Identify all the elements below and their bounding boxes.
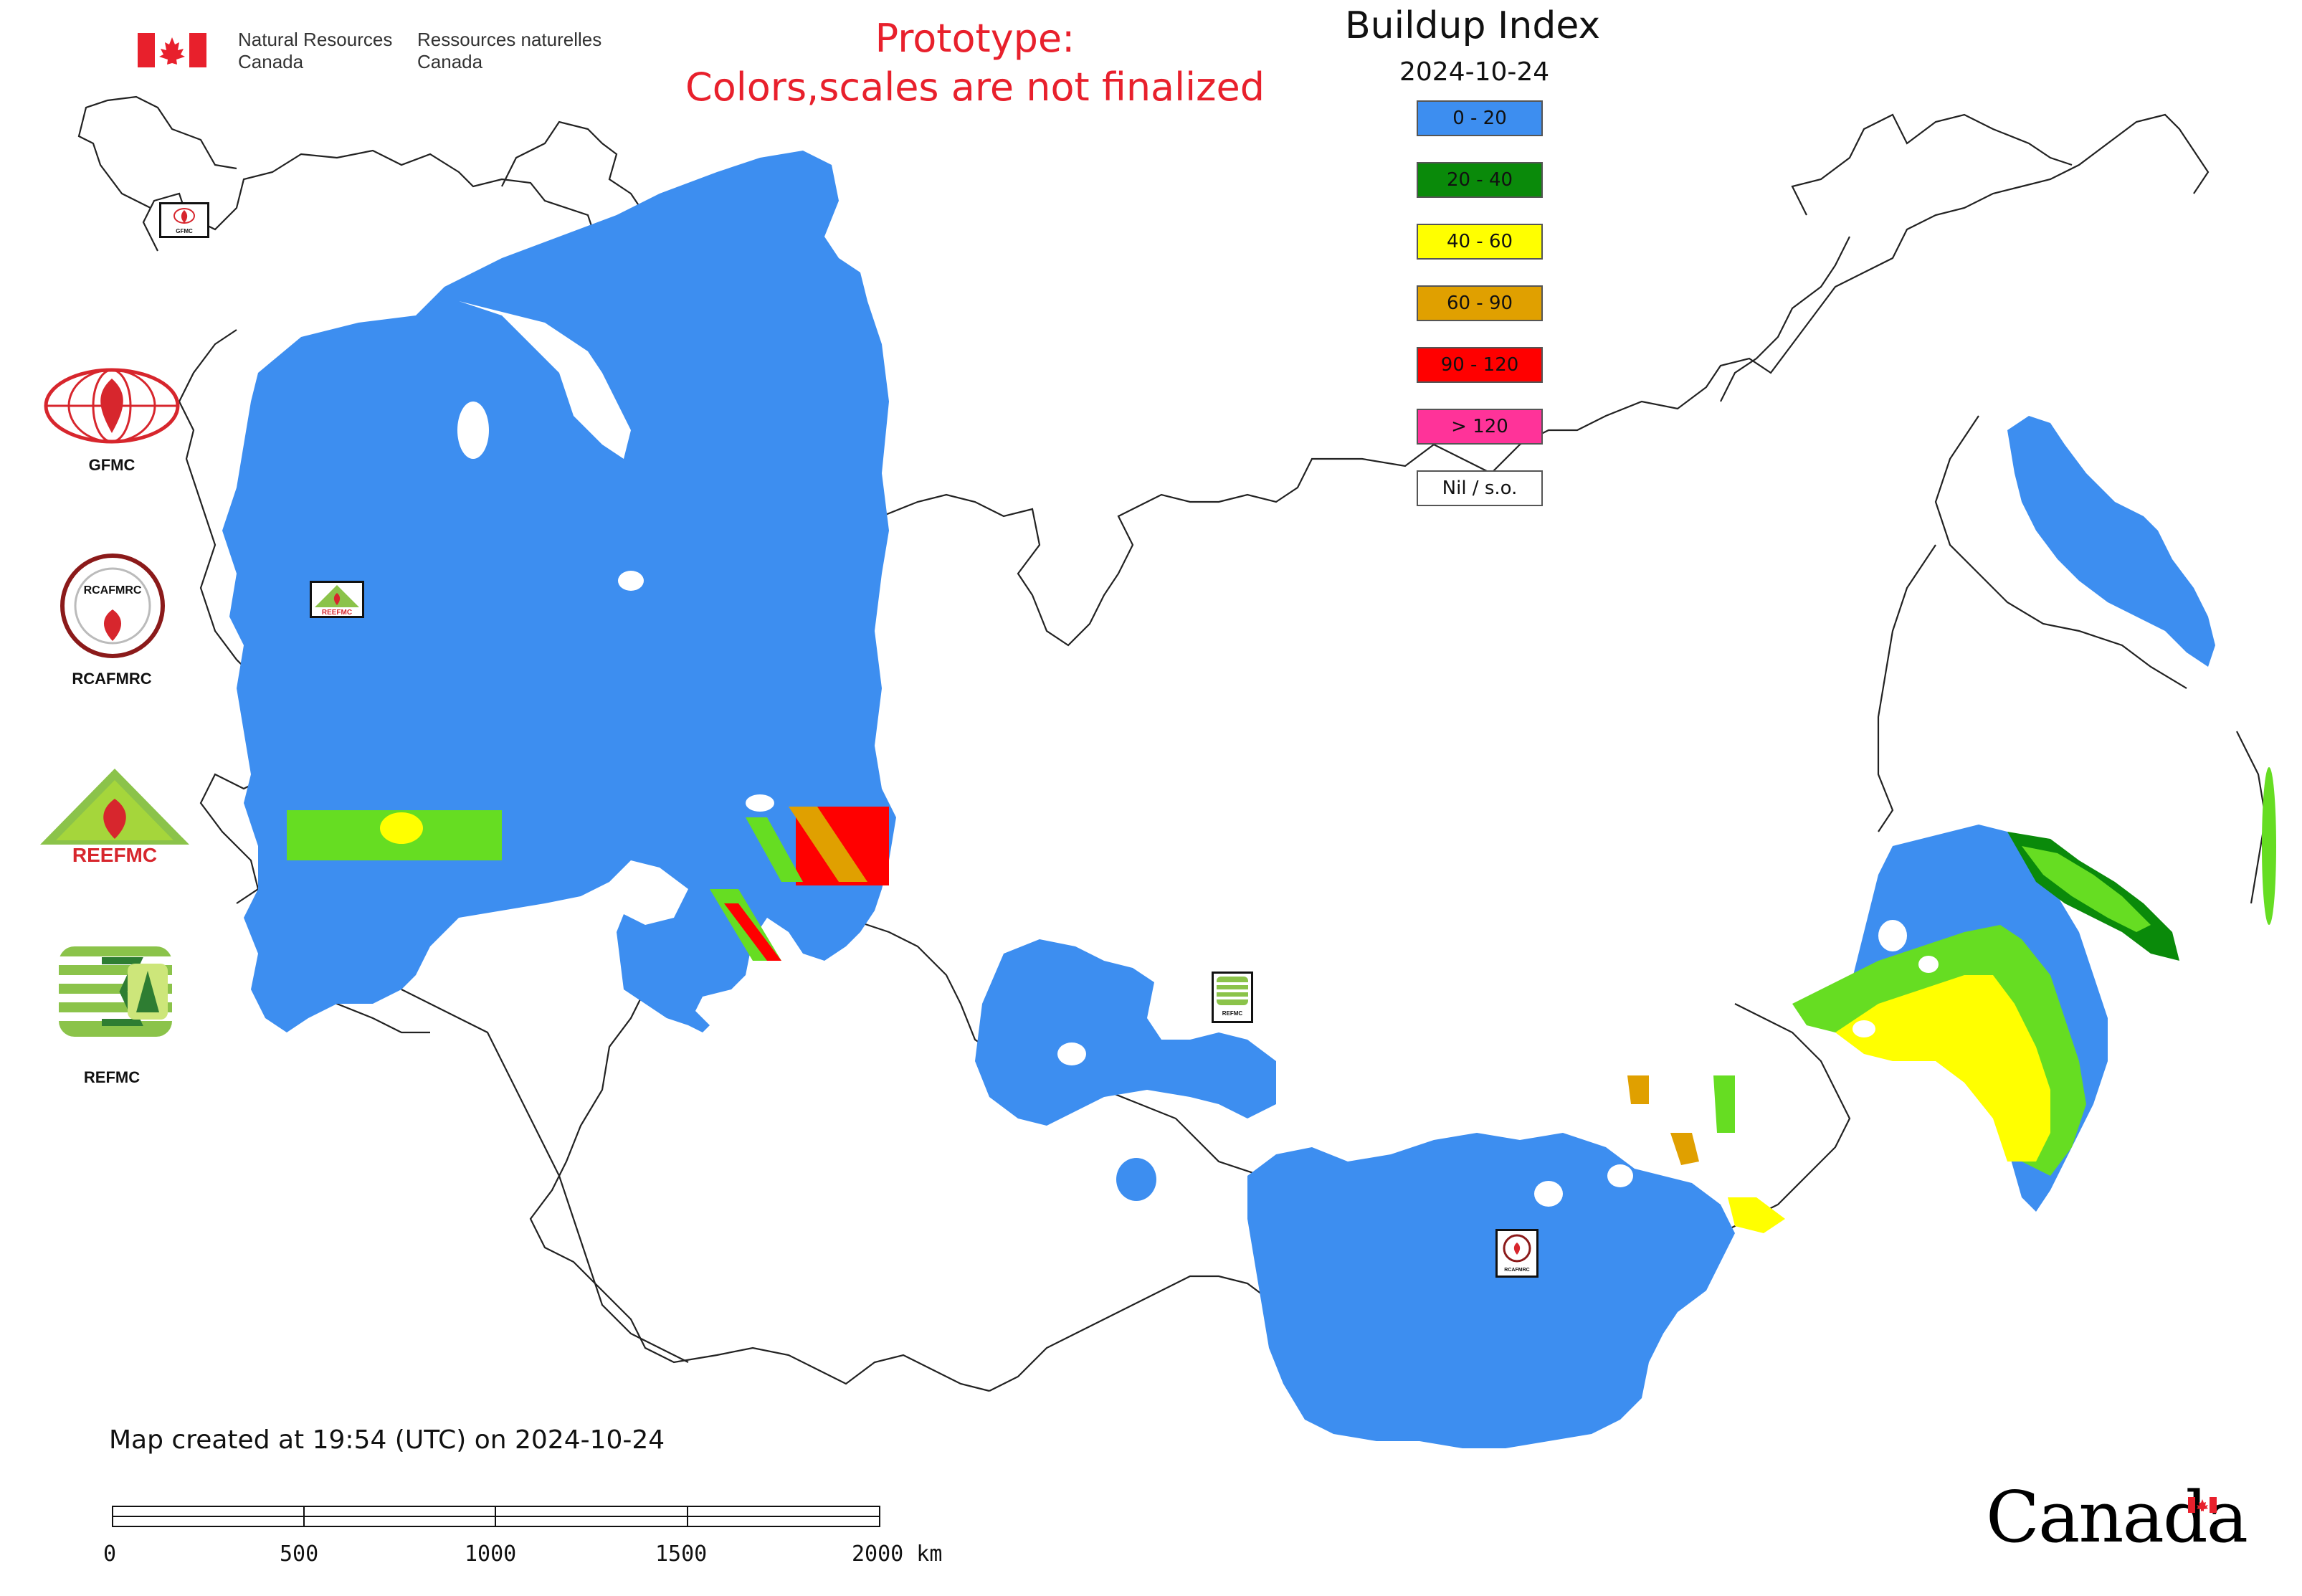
rcafmrc-label: RCAFMRC: [72, 670, 152, 688]
fire-streak-green: [746, 817, 803, 882]
far-east-hole-1: [1878, 920, 1907, 951]
legend-swatch: 0 - 20: [1417, 100, 1543, 136]
region-mongolia: [1247, 1133, 1735, 1448]
fire-far-east-yellow: [1835, 975, 2050, 1162]
legend-swatch: 40 - 60: [1417, 224, 1543, 260]
svg-text:RCAFMRC: RCAFMRC: [1504, 1268, 1529, 1273]
border-caucasus: [401, 989, 689, 1363]
border-kamchatka-coast: [1934, 415, 2187, 689]
legend-swatch: 20 - 40: [1417, 162, 1543, 198]
border-central-asia: [989, 1275, 1305, 1392]
map-created-text: Map created at 19:54 (UTC) on 2024-10-24: [109, 1425, 665, 1455]
fire-spot-yellow: [380, 812, 423, 844]
reefmc-marker-icon: REEFMC: [310, 581, 364, 618]
far-east-hole-2: [1918, 956, 1939, 973]
region-kamchatka: [2007, 416, 2215, 667]
legend-swatch: Nil / s.o.: [1417, 470, 1543, 506]
border-kazakhstan-west: [529, 989, 990, 1392]
fire-streak-orange: [789, 807, 867, 882]
prototype-notice: Prototype: Colors,scales are not finaliz…: [645, 14, 1305, 112]
legend-date: 2024-10-24: [1399, 57, 1550, 87]
mongolia-hole-1: [1534, 1181, 1563, 1207]
lake-a: [746, 794, 774, 812]
region-central-hole: [1057, 1042, 1086, 1065]
canada-wordmark: Canada: [1986, 1477, 2248, 1559]
svg-text:REEFMC: REEFMC: [322, 609, 352, 616]
mongolia-hole-2: [1607, 1164, 1633, 1187]
canada-flag-icon: [138, 33, 206, 67]
org-name-en: Natural Resources Canada: [238, 29, 392, 73]
far-east-hole-3: [1852, 1020, 1875, 1037]
refmc-marker-icon: REFMC: [1212, 972, 1253, 1023]
svg-text:REFMC: REFMC: [1222, 1010, 1243, 1017]
org-name-fr: Ressources naturelles Canada: [417, 29, 601, 73]
prototype-line1: Prototype:: [875, 16, 1075, 61]
fire-activity-west: [287, 807, 889, 961]
gfmc-label: GFMC: [88, 456, 135, 474]
legend-title: Buildup Index: [1345, 4, 1601, 47]
canada-wordmark-flag-icon: [2188, 1497, 2217, 1513]
scale-label-1000: 1000: [465, 1542, 517, 1567]
fire-streak-red-2: [724, 903, 781, 961]
scale-bar: [112, 1506, 880, 1527]
refmc-label: REFMC: [83, 1068, 141, 1086]
white-sea: [459, 301, 631, 459]
region-small-blob: [1116, 1158, 1156, 1201]
scale-label-500: 500: [280, 1542, 319, 1567]
border-okhotsk: [1877, 544, 1936, 832]
org-fr-line1: Ressources naturelles: [417, 29, 602, 50]
svg-text:GFMC: GFMC: [176, 228, 193, 234]
scale-label-2000: 2000 km: [852, 1542, 943, 1567]
prototype-line2: Colors,scales are not finalized: [685, 65, 1265, 110]
border-north-east: [1720, 236, 1850, 402]
border-scandinavia: [142, 120, 647, 252]
border-arctic-coast: [845, 113, 2210, 647]
fire-mongolia-green: [1713, 1075, 1735, 1133]
fire-mongolia-north: [1627, 1075, 1649, 1104]
lake-onega: [618, 571, 644, 591]
svg-text:REEFMC: REEFMC: [72, 844, 157, 866]
border-chukotka: [1791, 113, 2073, 216]
org-fr-line2: Canada: [417, 51, 483, 72]
refmc-logo-icon: [59, 946, 172, 1037]
reefmc-logo-icon: REEFMC: [37, 766, 192, 868]
fire-far-east-coast-light: [2022, 846, 2151, 932]
scale-label-1500: 1500: [655, 1542, 708, 1567]
region-central-siberia: [975, 939, 1276, 1126]
kazakh-gap: [609, 860, 688, 925]
lake-ladoga: [457, 402, 489, 459]
sakhalin-island: [2262, 767, 2276, 925]
rcafmrc-marker-icon: RCAFMRC: [1495, 1229, 1538, 1278]
legend-swatch: 60 - 90: [1417, 285, 1543, 321]
svg-text:RCAFMRC: RCAFMRC: [84, 584, 142, 597]
org-en-line2: Canada: [238, 51, 304, 72]
rcafmrc-logo-icon: RCAFMRC: [59, 552, 166, 660]
legend-swatch: > 120: [1417, 409, 1543, 445]
fire-mongolia-orange: [1670, 1133, 1699, 1165]
org-en-line1: Natural Resources: [238, 29, 393, 50]
legend-swatch: 90 - 120: [1417, 347, 1543, 383]
scale-label-0: 0: [103, 1542, 117, 1567]
fire-mongolia-east: [1728, 1197, 1785, 1233]
gfmc-logo-icon: [42, 364, 182, 447]
border-nordic-west: [77, 95, 237, 209]
gfmc-marker-icon: GFMC: [159, 202, 209, 238]
border-sakhalin: [2236, 731, 2267, 904]
